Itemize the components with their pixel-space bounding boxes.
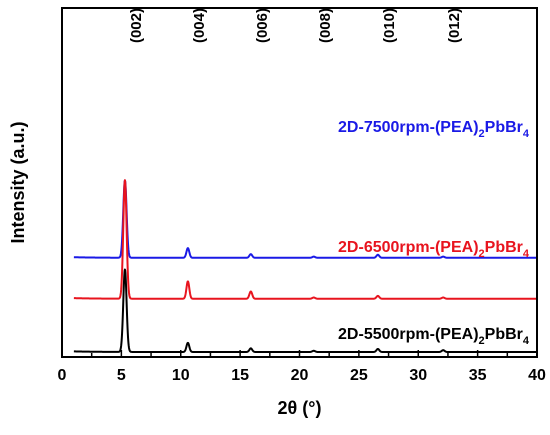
series-layer [73,179,538,353]
series-label-2: 2D-6500rpm-(PEA)2PbBr4 [338,239,530,260]
series-labels: 2D-7500rpm-(PEA)2PbBr4 2D-6500rpm-(PEA)2P… [338,119,530,347]
x-tick-label: 25 [350,367,368,384]
series-label-1: 2D-7500rpm-(PEA)2PbBr4 [338,119,530,140]
peak-label: (012) [446,8,463,43]
plot-frame [61,7,538,358]
x-axis-title: 2θ (°) [278,398,322,418]
y-axis-title: Intensity (a.u.) [8,121,28,243]
x-tick-label: 35 [469,367,487,384]
series-line-1 [73,179,538,259]
x-tick-label: 10 [172,367,190,384]
peak-label: (006) [254,8,271,43]
peak-label: (010) [381,8,398,43]
x-tick-labels: 0 5 10 15 20 25 30 35 40 [58,367,546,384]
ticks-layer [61,350,538,357]
x-tick-label: 15 [231,367,249,384]
x-tick-label: 0 [58,367,67,384]
peak-label: (008) [317,8,334,43]
x-tick-label: 20 [291,367,309,384]
series-label-3: 2D-5500rpm-(PEA)2PbBr4 [338,326,530,347]
peak-labels: (002) (004) (006) (008) (010) (012) [128,8,463,43]
peak-label: (004) [191,8,208,43]
x-tick-label: 5 [117,367,126,384]
series-line-2 [73,179,538,300]
series-line-3 [73,268,538,353]
x-tick-label: 40 [528,367,546,384]
x-tick-label: 30 [409,367,427,384]
peak-label: (002) [128,8,145,43]
